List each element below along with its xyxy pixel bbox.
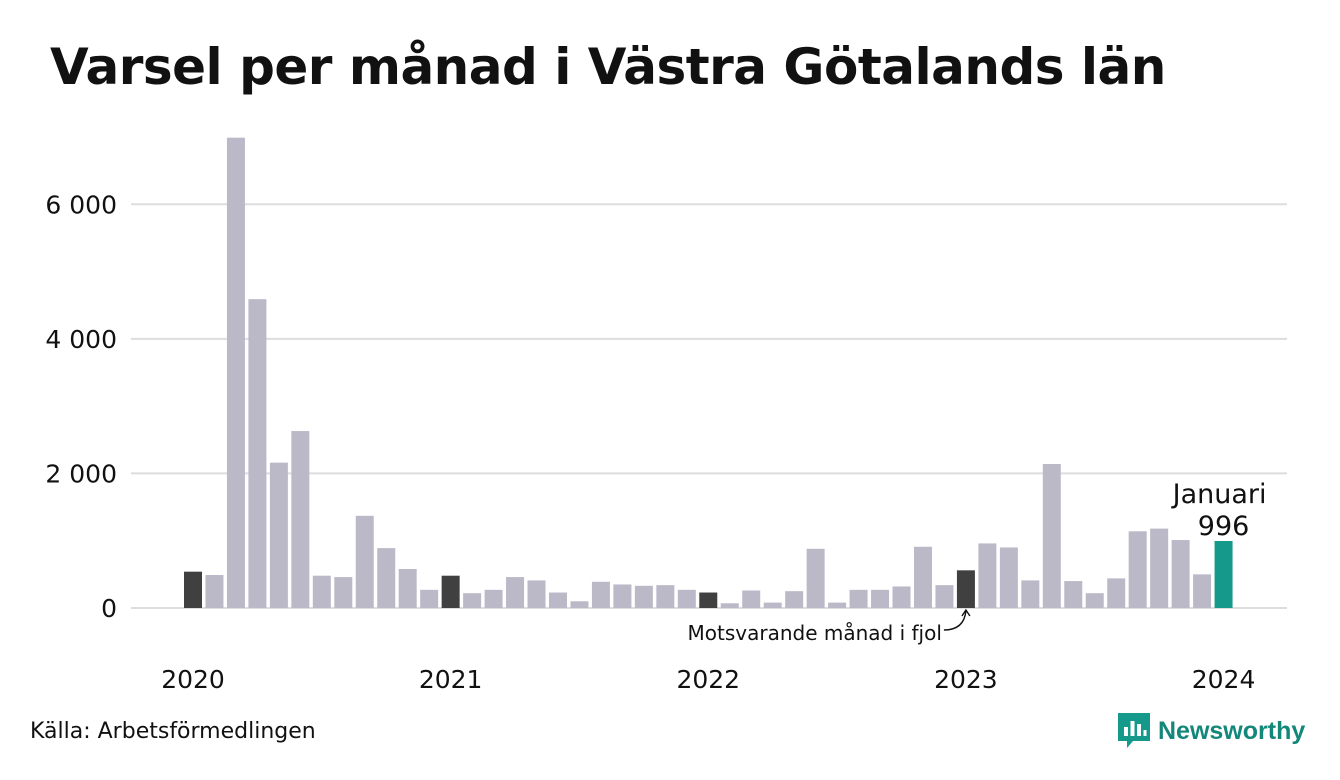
bar bbox=[871, 589, 890, 608]
bar bbox=[420, 589, 439, 608]
bar bbox=[634, 585, 653, 608]
bar-current bbox=[1214, 540, 1233, 608]
bar bbox=[291, 431, 310, 608]
bar bbox=[720, 603, 739, 608]
y-tick-label: 0 bbox=[101, 594, 117, 623]
bar bbox=[806, 548, 825, 608]
bar bbox=[913, 546, 932, 608]
bar bbox=[205, 575, 224, 608]
bar bbox=[355, 515, 374, 608]
bar bbox=[1042, 464, 1061, 608]
bar bbox=[656, 585, 675, 608]
x-axis-year-labels: 2020 2021 2022 2023 2024 bbox=[161, 665, 1255, 694]
bar bbox=[1085, 593, 1104, 608]
x-year-label: 2024 bbox=[1192, 665, 1256, 694]
bar bbox=[591, 581, 610, 608]
bar bbox=[248, 299, 267, 608]
bar bbox=[334, 577, 353, 608]
bar-chart: 0 2 000 4 000 6 000 2020 2021 2022 2023 2024 Ja… bbox=[45, 137, 1287, 694]
current-month-label: Januari bbox=[1171, 479, 1267, 510]
y-tick-label: 6 000 bbox=[45, 190, 117, 219]
y-tick-label: 4 000 bbox=[45, 325, 117, 354]
bar bbox=[978, 543, 997, 608]
y-tick-label: 2 000 bbox=[45, 459, 117, 488]
source-note: Källa: Arbetsförmedlingen bbox=[30, 719, 316, 744]
bar bbox=[463, 593, 482, 608]
bar bbox=[1171, 540, 1190, 608]
bar bbox=[1150, 528, 1169, 608]
bar-same-month bbox=[699, 592, 718, 608]
note-arrow-icon bbox=[943, 608, 971, 631]
x-year-label: 2020 bbox=[161, 665, 225, 694]
bar bbox=[785, 591, 804, 608]
bar-same-month bbox=[184, 571, 202, 608]
bar bbox=[548, 592, 567, 608]
annotations: Januari 996 Motsvarande månad i fjol bbox=[688, 479, 1267, 645]
chart-title: Varsel per månad i Västra Götalands län bbox=[50, 38, 1166, 96]
bar bbox=[677, 589, 696, 608]
same-month-last-year-note: Motsvarande månad i fjol bbox=[688, 621, 942, 645]
bar bbox=[226, 137, 245, 608]
bar bbox=[1064, 581, 1083, 608]
bars bbox=[184, 137, 1233, 608]
bar bbox=[935, 585, 954, 608]
bar bbox=[763, 602, 782, 608]
bar bbox=[613, 584, 632, 608]
brand-logo: Newsworthy bbox=[1118, 713, 1305, 749]
bar bbox=[570, 601, 589, 608]
current-value-label: 996 bbox=[1198, 511, 1250, 542]
bar bbox=[484, 589, 503, 608]
x-year-label: 2023 bbox=[934, 665, 998, 694]
x-year-label: 2021 bbox=[419, 665, 483, 694]
bar bbox=[506, 577, 525, 608]
bar bbox=[1193, 574, 1212, 608]
bar bbox=[828, 602, 847, 608]
bar bbox=[269, 462, 288, 608]
bar bbox=[742, 590, 761, 608]
brand-name: Newsworthy bbox=[1158, 716, 1306, 745]
bar bbox=[892, 586, 911, 608]
bar-same-month bbox=[956, 570, 975, 608]
bar-same-month bbox=[441, 575, 460, 608]
bar bbox=[849, 589, 868, 608]
bar bbox=[312, 575, 331, 608]
bar bbox=[1107, 578, 1126, 608]
bar bbox=[377, 548, 396, 608]
bar bbox=[1021, 580, 1040, 608]
bar bbox=[398, 568, 417, 608]
bar bbox=[1128, 531, 1147, 608]
y-axis-tick-labels: 0 2 000 4 000 6 000 bbox=[45, 190, 117, 623]
bar bbox=[527, 580, 546, 608]
x-year-label: 2022 bbox=[676, 665, 740, 694]
newsworthy-logo-icon bbox=[1118, 713, 1150, 748]
bar bbox=[999, 547, 1018, 608]
